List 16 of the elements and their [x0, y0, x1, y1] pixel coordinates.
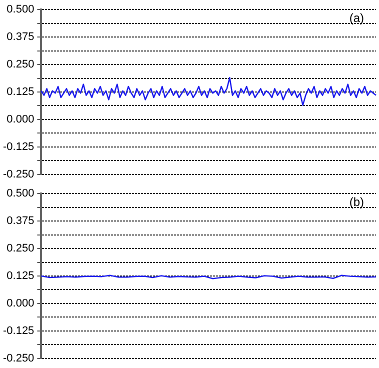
y-tick-label: 0.000 — [6, 114, 34, 126]
y-tick-label: 0.500 — [6, 188, 34, 200]
y-tick-label: 0.375 — [6, 31, 34, 44]
y-tick-label: 0.125 — [6, 86, 34, 98]
y-tick-label: 0.250 — [6, 242, 34, 255]
y-tick-label: -0.125 — [2, 324, 34, 337]
annotation: (b) — [349, 194, 364, 209]
y-tick-label: -0.250 — [2, 168, 34, 180]
y-tick-label: 0.125 — [6, 270, 34, 282]
y-tick-label: -0.125 — [2, 140, 34, 153]
y-tick-label: 0.000 — [6, 298, 34, 310]
y-tick-label: 0.500 — [6, 4, 34, 16]
annotation: (a) — [349, 10, 364, 25]
y-tick-label: 0.375 — [6, 215, 34, 228]
y-tick-label: -0.250 — [2, 352, 34, 364]
y-tick-label: 0.250 — [6, 58, 34, 71]
